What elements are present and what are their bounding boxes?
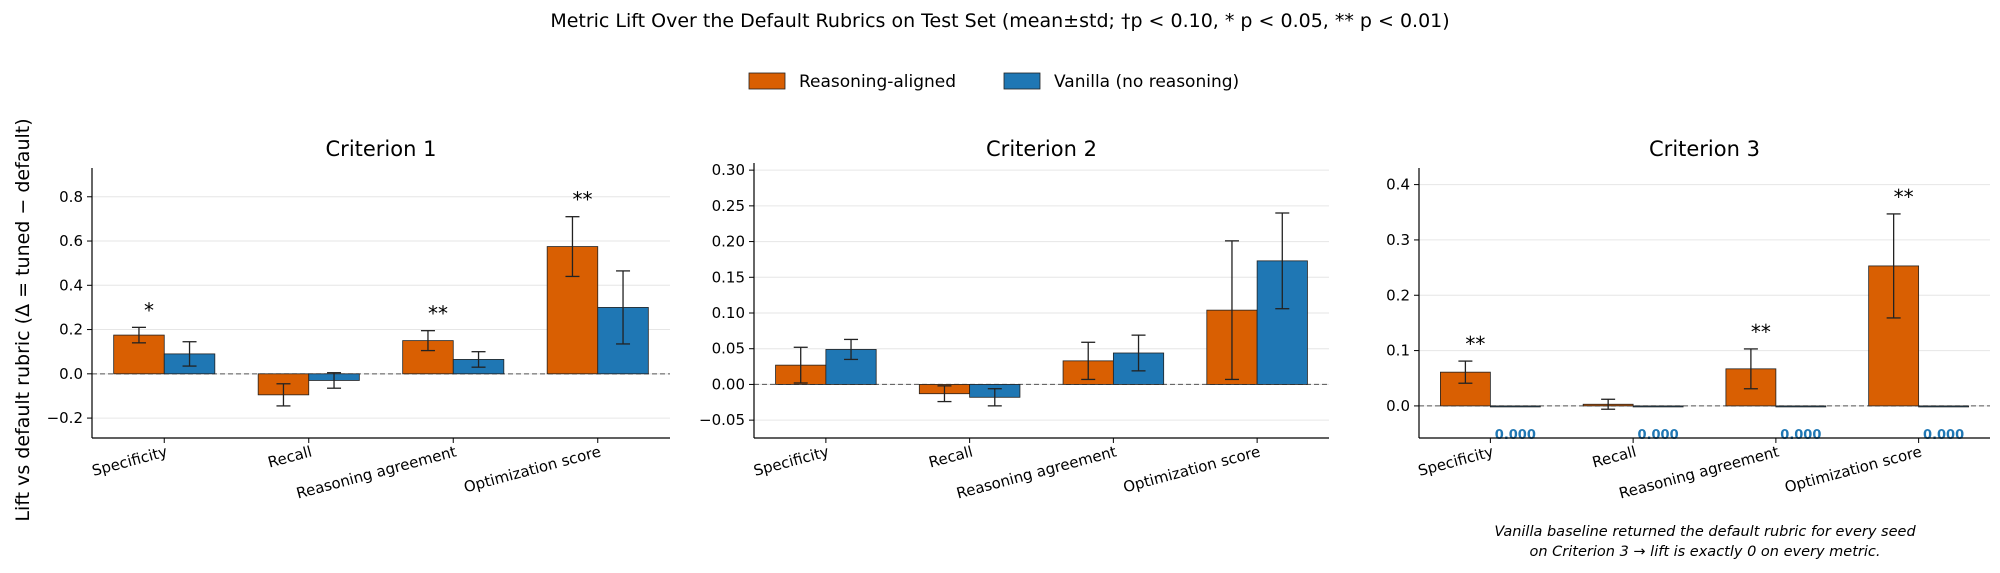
criterion-2-xtick-label-reasoning-agreement: Reasoning agreement bbox=[954, 442, 1118, 502]
criterion-3-ytick-label: 0.2 bbox=[1386, 286, 1410, 304]
criterion-1-errorbar-reasoning-agreement-reasoning bbox=[420, 330, 435, 352]
criterion-2-ytick-label: 0.00 bbox=[712, 375, 745, 393]
criterion-1-ytick-label: 0.2 bbox=[59, 321, 83, 339]
criterion-2-ytick-label: 0.10 bbox=[712, 304, 745, 322]
criterion-2-errorbar-optimization-score-reasoning bbox=[1224, 240, 1239, 381]
criterion-3-errorbar-reasoning-agreement-reasoning bbox=[1743, 348, 1758, 390]
criterion-3-ytick-label: 0.3 bbox=[1386, 231, 1410, 249]
criterion-2-errorbar-recall-vanilla bbox=[987, 388, 1002, 407]
criterion-2-panel: −0.05 0.00 0.05 0.10 0.15 0.20 0.25 0.30 Specifi… bbox=[699, 137, 1329, 503]
legend-swatch-vanilla bbox=[1003, 72, 1041, 90]
criterion-3-errorbar-optimization-score-reasoning bbox=[1886, 213, 1901, 319]
criterion-2-ytick-label: 0.25 bbox=[712, 197, 745, 215]
criterion-2-title: Criterion 2 bbox=[986, 137, 1097, 161]
criterion-2-ytick-label: −0.05 bbox=[699, 411, 745, 429]
criterion-2-ytick-label: 0.15 bbox=[712, 268, 745, 286]
criterion-3-value-label-specificity: 0.000 bbox=[1495, 428, 1536, 443]
criterion-3-ytick-label: 0.4 bbox=[1386, 176, 1410, 194]
criterion-1-xtick-label-reasoning-agreement: Reasoning agreement bbox=[294, 442, 458, 502]
criterion-2-errorbar-reasoning-agreement-vanilla bbox=[1131, 334, 1146, 372]
criterion-1-xtick-label-optimization-score: Optimization score bbox=[462, 442, 603, 496]
criterion-3-title: Criterion 3 bbox=[1649, 137, 1760, 161]
criterion-1-xtick-label-recall: Recall bbox=[266, 442, 314, 471]
legend-swatch-reasoning bbox=[748, 72, 786, 90]
criterion-2-ytick-label: 0.05 bbox=[712, 340, 745, 358]
criterion-3-xtick-label-optimization-score: Optimization score bbox=[1783, 442, 1924, 496]
criterion-3-bar-reasoning-agreement-vanilla bbox=[1775, 405, 1827, 408]
criterion-1-errorbar-specificity-vanilla bbox=[182, 341, 197, 367]
criterion-1-ytick-label: 0.4 bbox=[59, 276, 83, 294]
criterion-3-panel: ** ** ** 0.000 0.000 0.000 0.000 0.0 0.1 0.2 0.3 0.… bbox=[1386, 137, 1990, 503]
criterion-2-xtick-label-specificity: Specificity bbox=[752, 442, 831, 479]
criterion-2-errorbar-recall-reasoning bbox=[937, 385, 952, 403]
criterion-1-title: Criterion 1 bbox=[326, 137, 437, 161]
criterion-2-xtick-label-recall: Recall bbox=[927, 442, 975, 471]
criterion-2-errorbar-optimization-score-vanilla bbox=[1275, 212, 1290, 310]
criterion-1-ytick-label: 0.8 bbox=[59, 188, 83, 206]
criterion-2-xtick-label-optimization-score: Optimization score bbox=[1121, 442, 1262, 496]
criterion-1-errorbar-optimization-score-reasoning bbox=[565, 216, 580, 278]
criterion-1-significance-specificity: * bbox=[144, 298, 154, 322]
criterion-1-xtick-label-specificity: Specificity bbox=[90, 442, 169, 479]
criterion-1-significance-optimization-score: ** bbox=[572, 188, 592, 212]
criterion-1-ytick-label: 0.6 bbox=[59, 232, 83, 250]
note-line-2: on Criterion 3 → lift is exactly 0 on ev… bbox=[1530, 544, 1881, 560]
legend: Reasoning-aligned Vanilla (no reasoning) bbox=[748, 72, 1239, 92]
criterion-1-ytick-label: −0.2 bbox=[47, 409, 83, 427]
criterion-3-xtick-label-reasoning-agreement: Reasoning agreement bbox=[1617, 442, 1781, 502]
y-axis-label: Lift vs default rubric (Δ = tuned − defa… bbox=[12, 118, 34, 521]
criterion-3-value-label-reasoning-agreement: 0.000 bbox=[1780, 428, 1821, 443]
criterion-3-xtick-label-recall: Recall bbox=[1590, 442, 1638, 471]
criterion-3-ytick-label: 0.0 bbox=[1386, 397, 1410, 415]
criterion-3-value-label-recall: 0.000 bbox=[1638, 428, 1679, 443]
legend-label-reasoning: Reasoning-aligned bbox=[799, 72, 956, 92]
criterion-3-bar-optimization-score-vanilla bbox=[1918, 405, 1969, 408]
criterion-1-errorbar-recall-vanilla bbox=[327, 372, 342, 389]
criterion-1-errorbar-specificity-reasoning bbox=[131, 326, 146, 344]
criterion-1-ytick-label: 0.0 bbox=[59, 365, 83, 383]
criterion-2-ytick-label: 0.30 bbox=[712, 161, 745, 179]
criterion-2-errorbar-reasoning-agreement-reasoning bbox=[1081, 341, 1096, 381]
criterion-1-errorbar-reasoning-agreement-vanilla bbox=[471, 351, 486, 368]
criterion-3-significance-optimization-score: ** bbox=[1894, 185, 1914, 209]
note-line-1: Vanilla baseline returned the default ru… bbox=[1494, 524, 1916, 540]
criterion-3-errorbar-specificity-reasoning bbox=[1458, 360, 1473, 384]
criterion-3-significance-specificity: ** bbox=[1465, 332, 1485, 356]
criterion-1-errorbar-recall-reasoning bbox=[276, 383, 291, 407]
criterion-2-errorbar-specificity-reasoning bbox=[793, 346, 808, 384]
criterion-2-ytick-label: 0.20 bbox=[712, 233, 745, 251]
criterion-1-significance-reasoning-agreement: ** bbox=[428, 302, 448, 326]
figure-title: Metric Lift Over the Default Rubrics on … bbox=[550, 10, 1449, 32]
criterion-3-ytick-label: 0.1 bbox=[1386, 342, 1410, 360]
criterion-3-bar-specificity-vanilla bbox=[1489, 405, 1541, 408]
criterion-3-errorbar-recall-reasoning bbox=[1601, 398, 1616, 410]
criterion-1-errorbar-optimization-score-vanilla bbox=[616, 270, 631, 345]
criterion-3-significance-reasoning-agreement: ** bbox=[1751, 320, 1771, 344]
criterion-3-xtick-label-specificity: Specificity bbox=[1416, 442, 1495, 479]
criterion-3-bar-recall-vanilla bbox=[1632, 405, 1684, 408]
criterion-3-note: Vanilla baseline returned the default ru… bbox=[1494, 524, 1916, 560]
legend-label-vanilla: Vanilla (no reasoning) bbox=[1054, 72, 1239, 92]
criterion-3-value-label-optimization-score: 0.000 bbox=[1923, 428, 1964, 443]
criterion-2-errorbar-specificity-vanilla bbox=[844, 338, 859, 361]
